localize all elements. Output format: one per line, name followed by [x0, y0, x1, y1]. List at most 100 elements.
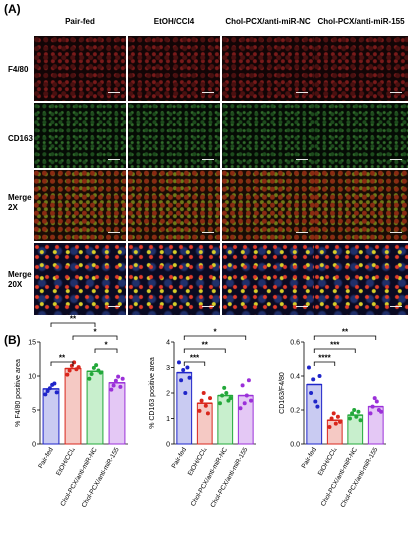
panel-b-label: (B) — [4, 333, 21, 347]
significance-label: ** — [59, 354, 66, 363]
data-point — [350, 411, 355, 416]
data-point — [179, 378, 184, 383]
significance-bracket — [183, 361, 206, 366]
micrograph-merge-2x-pair-fed — [34, 170, 126, 241]
data-point — [358, 418, 363, 423]
column-header-chol-pcx-anti-mir-nc: Chol-PCX/anti-miR-NC — [225, 17, 311, 26]
scale-bar — [202, 306, 214, 307]
significance-label: ** — [202, 341, 209, 350]
data-point — [240, 383, 245, 388]
micrograph-merge-2x-anti-mir-155 — [314, 170, 408, 241]
scale-bar — [202, 92, 214, 93]
data-point — [118, 384, 123, 389]
data-point — [370, 404, 375, 409]
row-label-line1: Merge — [8, 270, 32, 279]
data-point — [199, 398, 204, 403]
data-point — [47, 386, 52, 391]
y-tick-label: 0.4 — [290, 374, 300, 381]
data-point — [311, 377, 316, 382]
x-tick-label: Pair-fed — [37, 446, 55, 470]
row-label-merge-2x: Merge 2X — [8, 193, 32, 213]
bar-3 — [108, 382, 126, 445]
x-tick-label: Chol-PCX/anti-miR-155 — [339, 446, 379, 509]
micrograph-cd163-anti-mir-nc — [222, 103, 314, 168]
data-point — [197, 408, 202, 413]
data-point — [338, 419, 343, 424]
significance-label: *** — [330, 341, 340, 350]
y-tick-label: 0.2 — [290, 408, 300, 415]
data-point — [246, 378, 251, 383]
row-label-cd163: CD163 — [8, 134, 33, 144]
y-tick-label: 4 — [166, 340, 170, 347]
scale-bar — [296, 159, 308, 160]
significance-bracket — [313, 348, 356, 353]
data-point — [185, 365, 190, 370]
row-label-line1: CD163 — [8, 134, 33, 143]
x-tick-label: Pair-fed — [301, 446, 319, 470]
data-point — [331, 411, 336, 416]
data-point — [313, 399, 318, 404]
data-point — [183, 391, 188, 395]
micrograph-merge-20x-anti-mir-nc — [222, 243, 314, 315]
row-label-line1: Merge — [8, 193, 32, 202]
y-tick-label: 5 — [32, 408, 36, 415]
data-point — [43, 392, 48, 397]
significance-label: *** — [190, 354, 200, 363]
scale-bar — [296, 306, 308, 307]
data-point — [89, 371, 94, 376]
data-point — [315, 404, 320, 409]
y-tick-label: 2 — [166, 391, 170, 398]
x-tick-label: EtOH/CCl₄ — [317, 446, 339, 477]
data-point — [379, 409, 384, 414]
micrograph-merge-20x-anti-mir-155 — [314, 243, 408, 315]
data-point — [309, 391, 314, 395]
data-point — [54, 390, 59, 395]
x-tick-label: Chol-PCX/anti-miR-NC — [320, 446, 359, 507]
data-point — [220, 393, 225, 398]
data-point — [116, 374, 121, 379]
data-point — [98, 370, 103, 375]
column-header-chol-pcx-anti-mir-155: Chol-PCX/anti-miR-155 — [317, 17, 405, 26]
row-label-line2: 20X — [8, 280, 23, 289]
data-point — [249, 398, 254, 403]
y-tick-label: 0.6 — [290, 340, 300, 347]
data-point — [224, 391, 229, 395]
data-point — [228, 396, 233, 401]
scale-bar — [202, 159, 214, 160]
micrograph-f4-80-anti-mir-nc — [222, 36, 314, 101]
data-point — [222, 385, 227, 390]
data-point — [244, 393, 249, 398]
data-point — [242, 401, 247, 406]
x-tick-label: EtOH/CCl₄ — [55, 446, 77, 477]
data-point — [176, 360, 181, 365]
bar-0 — [176, 372, 193, 445]
data-point — [181, 368, 186, 373]
significance-label: ** — [342, 328, 349, 337]
data-point — [205, 411, 210, 416]
y-tick-label: 0.0 — [290, 442, 300, 449]
significance-label: * — [104, 341, 108, 350]
significance-label: * — [93, 328, 97, 337]
micrograph-cd163-etoh-ccl4 — [128, 103, 220, 168]
column-header-etoh-ccl4: EtOH/CCl4 — [153, 17, 195, 26]
bar-2 — [86, 370, 104, 445]
scale-bar — [108, 92, 120, 93]
micrograph-merge-20x-etoh-ccl4 — [128, 243, 220, 315]
data-point — [317, 374, 322, 378]
row-label-f4-80: F4/80 — [8, 65, 28, 75]
significance-bracket — [183, 335, 247, 340]
micrograph-merge-2x-etoh-ccl4 — [128, 170, 220, 241]
y-tick-label: 3 — [166, 365, 170, 372]
scale-bar — [390, 306, 402, 307]
data-point — [45, 388, 50, 393]
x-tick-label: Pair-fed — [171, 446, 189, 470]
data-point — [52, 381, 57, 386]
significance-label: * — [213, 328, 217, 337]
significance-bracket — [183, 348, 226, 353]
bar-1 — [64, 368, 82, 445]
data-point — [335, 414, 340, 419]
data-point — [111, 383, 116, 388]
data-point — [203, 403, 208, 408]
row-label-merge-20x: Merge 20X — [8, 270, 32, 290]
scale-bar — [108, 159, 120, 160]
